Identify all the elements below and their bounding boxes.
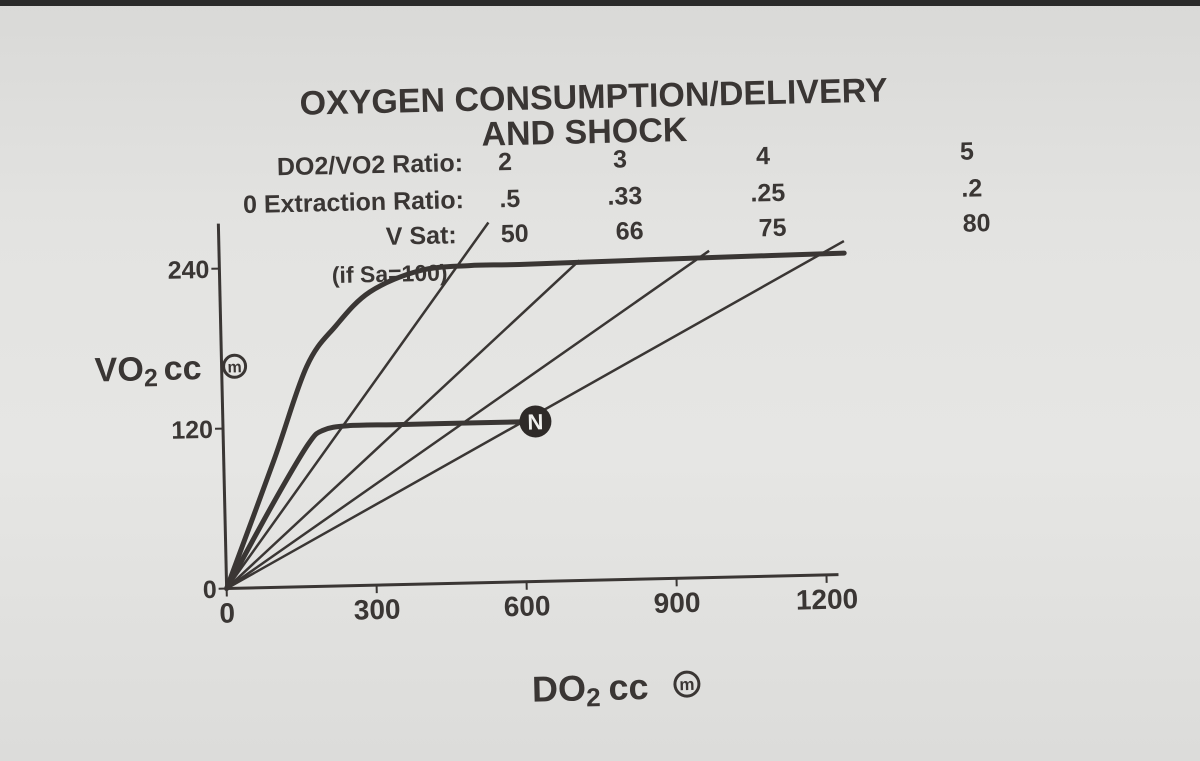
- header-row-value: 75: [758, 214, 787, 243]
- chart-subtitle: AND SHOCK: [481, 111, 688, 154]
- y-tick-label: 240: [167, 256, 209, 285]
- y-axis-label-main: VO: [94, 350, 144, 389]
- y-axis-label-sub: 2: [144, 364, 159, 392]
- y-tick-label: 0: [202, 576, 217, 604]
- x-unit-circle-letter: m: [679, 675, 695, 694]
- y-axis-label: VO2 cc: [94, 349, 202, 393]
- x-tick-label: 600: [503, 590, 550, 622]
- y-tick-label: 120: [171, 416, 213, 445]
- curve-line: [224, 250, 847, 592]
- x-unit-circle: m: [673, 670, 701, 698]
- y-unit-circle-letter: m: [227, 359, 242, 376]
- y-axis-label-unit: cc: [163, 349, 202, 388]
- ratio-line: [225, 221, 490, 590]
- header-row-value: 50: [500, 220, 528, 249]
- header-row-value: 5: [960, 137, 975, 165]
- x-axis-label: DO2 cc: [532, 666, 650, 714]
- x-tick-label: 900: [653, 587, 700, 619]
- header-row-label: DO2/VO2 Ratio:: [277, 149, 464, 181]
- header-row-label: V Sat:: [386, 221, 457, 251]
- x-axis-line: [226, 573, 839, 591]
- header-row-value: .33: [607, 182, 642, 211]
- header-row-value: .25: [750, 179, 785, 208]
- x-axis-label-sub: 2: [586, 682, 601, 712]
- marker-label: N: [527, 409, 543, 434]
- header-row-value: 66: [615, 217, 643, 246]
- x-axis-label-main: DO: [532, 667, 587, 709]
- screen-top-edge: [0, 0, 1200, 6]
- marker-circle: [519, 405, 552, 438]
- header-row-value: .2: [961, 174, 982, 202]
- x-tick-label: 0: [219, 597, 235, 628]
- header-row-label: 0 Extraction Ratio:: [243, 186, 464, 219]
- y-unit-circle: m: [222, 353, 248, 379]
- curves: [224, 250, 847, 592]
- axes: 0 300 600 900 1200 0 120 240: [167, 223, 859, 629]
- x-tick-label: 1200: [796, 583, 859, 615]
- header-table: DO2/VO2 Ratio: 2 3 4 5 0 Extraction Ratio: .5.…: [243, 137, 991, 251]
- curve-line: [224, 418, 538, 592]
- ratio-line: [225, 249, 710, 590]
- header-row-value: 3: [613, 145, 628, 173]
- header-row-value: .5: [499, 185, 521, 213]
- y-axis-line: [216, 223, 229, 589]
- header-row-value: 4: [756, 142, 771, 170]
- header-row-value: 80: [962, 209, 990, 238]
- x-axis-label-unit: cc: [608, 666, 649, 708]
- marker-group: N: [519, 405, 552, 438]
- x-tick-label: 300: [353, 594, 400, 626]
- header-row-value: 2: [498, 148, 513, 176]
- ratio-lines: [225, 221, 845, 590]
